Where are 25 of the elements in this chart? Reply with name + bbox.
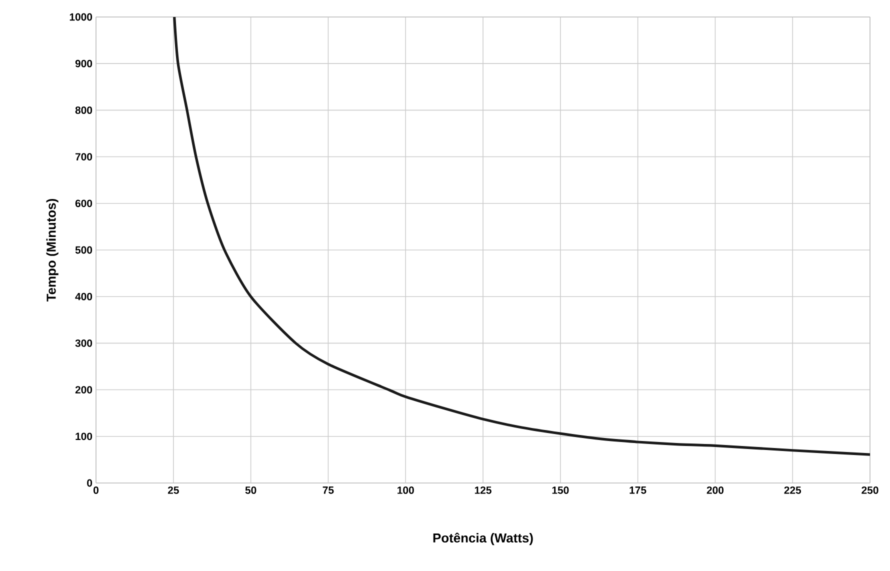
x-tick-label: 25 [168, 486, 179, 494]
y-tick-label: 1000 [70, 13, 92, 21]
x-tick-label: 225 [784, 486, 802, 494]
x-tick-label: 100 [398, 486, 414, 494]
x-tick-label: 75 [322, 486, 334, 494]
x-tick-label: 150 [552, 486, 569, 494]
x-tick-label: 50 [245, 486, 256, 494]
y-tick-label: 700 [75, 153, 92, 160]
y-tick-label: 0 [87, 479, 92, 487]
x-tick-label: 175 [630, 486, 646, 494]
x-tick-label: 125 [474, 486, 492, 494]
y-tick-label: 300 [75, 339, 92, 347]
y-tick-label: 100 [76, 432, 92, 440]
y-tick-label: 900 [75, 60, 92, 68]
x-tick-label: 250 [862, 486, 878, 494]
x-tick-label: 0 [94, 486, 98, 494]
y-tick-label: 200 [75, 386, 92, 394]
x-axis-title: Potência (Watts) [433, 532, 533, 546]
x-tick-label: 200 [706, 486, 724, 494]
y-tick-label: 400 [75, 292, 92, 300]
y-axis-title: Tempo (Minutos) [46, 198, 58, 302]
y-tick-label: 800 [75, 106, 92, 114]
line-series [173, 16, 870, 456]
y-tick-label: 500 [75, 246, 92, 254]
y-tick-label: 600 [75, 200, 92, 208]
